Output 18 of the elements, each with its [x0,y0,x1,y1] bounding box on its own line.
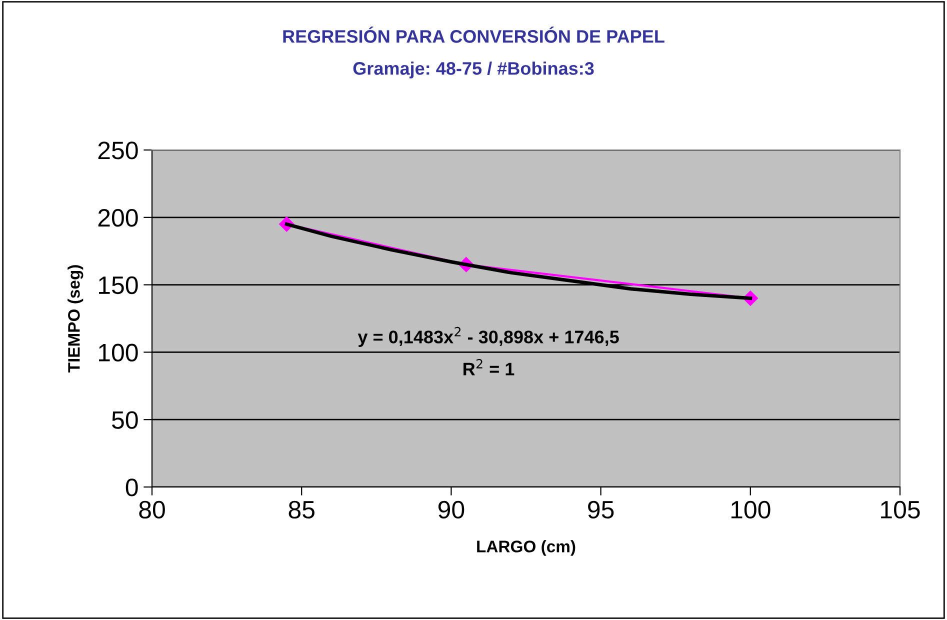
chart-title: REGRESIÓN PARA CONVERSIÓN DE PAPEL [283,26,664,43]
y-tick-label: 0 [126,478,138,496]
x-axis-title: LARGO (cm) [477,540,576,556]
x-tick-label: 90 [438,500,464,519]
y-tick-label: 200 [98,209,138,227]
y-tick-label: 150 [99,276,138,294]
y-tick-label: 50 [112,411,138,429]
x-tick-label: 80 [139,500,165,519]
x-tick-label: 85 [288,500,314,519]
annotation: y = 0,1483x$^{2}$ - 30,898x + 1746,5 [358,326,619,347]
chart-subtitle: Gramaje: 48-75 / #Bobinas:3 [353,62,594,78]
y-axis-title: TIEMPO (seg) [68,265,84,372]
y-tick-label: 250 [98,142,138,160]
x-tick-label: 100 [731,500,770,519]
y-tick-label: 100 [99,344,138,362]
annotation: R$^{2}$ = 1 [464,358,514,376]
x-tick-label: 95 [588,500,614,519]
x-tick-label: 105 [881,500,920,519]
